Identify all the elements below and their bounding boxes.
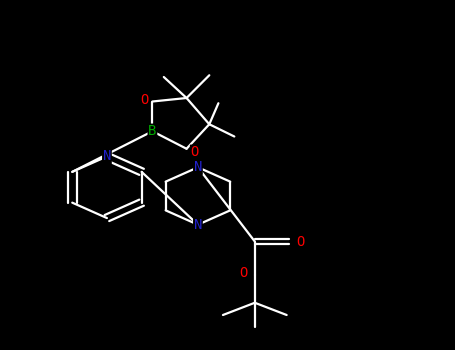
Text: B: B bbox=[148, 124, 157, 138]
Text: O: O bbox=[191, 145, 199, 159]
Text: O: O bbox=[296, 234, 304, 248]
Text: N: N bbox=[194, 218, 202, 232]
Text: O: O bbox=[140, 93, 148, 107]
Text: N: N bbox=[194, 160, 202, 174]
Text: N: N bbox=[103, 149, 111, 163]
Text: O: O bbox=[239, 266, 248, 280]
